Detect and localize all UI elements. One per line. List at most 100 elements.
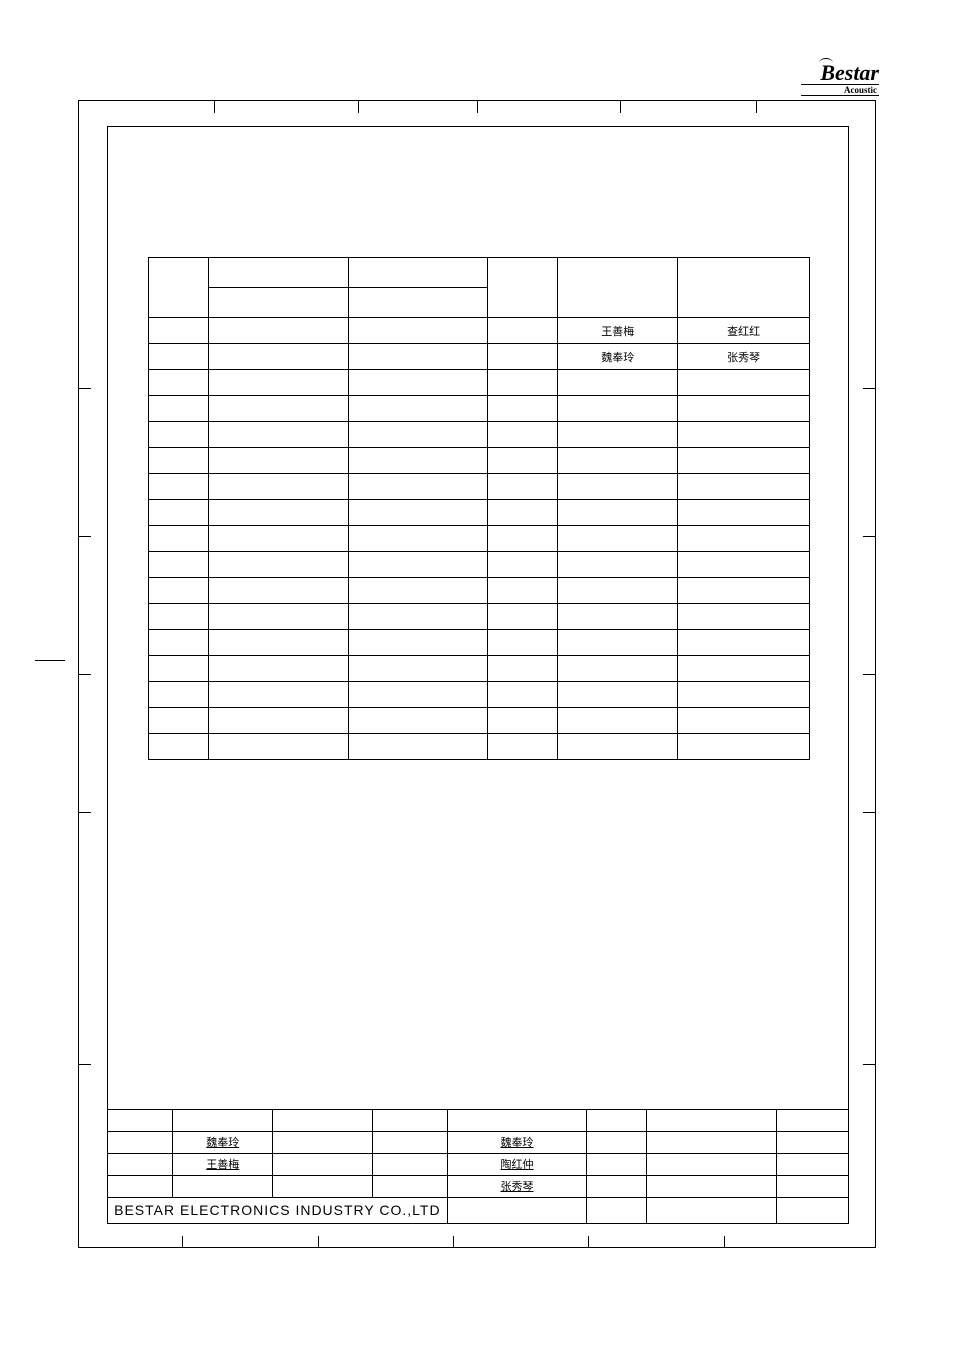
data-table: 王善梅查红红魏奉玲张秀琴 — [148, 257, 810, 760]
table-cell — [678, 370, 810, 396]
table-cell — [208, 604, 348, 630]
table-cell — [348, 318, 488, 344]
table-cell — [149, 526, 209, 552]
table-cell — [678, 708, 810, 734]
ruler-tick — [863, 388, 875, 389]
table-cell — [149, 318, 209, 344]
table-cell — [208, 552, 348, 578]
table-cell: 魏奉玲 — [558, 344, 678, 370]
table-cell: 王善梅 — [558, 318, 678, 344]
table-cell — [558, 630, 678, 656]
table-cell — [348, 682, 488, 708]
table-cell — [348, 500, 488, 526]
table-cell — [348, 578, 488, 604]
table-cell — [149, 578, 209, 604]
title-cell — [776, 1197, 848, 1223]
table-cell — [348, 422, 488, 448]
ruler-tick — [79, 388, 91, 389]
brand-logo: Bestar Acoustic — [801, 60, 879, 96]
title-cell — [273, 1131, 373, 1153]
title-cell — [587, 1109, 647, 1131]
table-cell — [678, 552, 810, 578]
table-cell — [558, 526, 678, 552]
table-cell — [558, 708, 678, 734]
table-cell — [348, 656, 488, 682]
signature-cell: 张秀琴 — [447, 1175, 587, 1197]
table-cell — [488, 708, 558, 734]
ruler-tick — [477, 101, 478, 113]
ruler-tick — [620, 101, 621, 113]
table-cell — [149, 448, 209, 474]
signature-cell — [173, 1175, 273, 1197]
table-cell — [488, 604, 558, 630]
ruler-tick — [863, 536, 875, 537]
table-cell — [208, 656, 348, 682]
margin-mark — [35, 660, 65, 661]
ruler-tick — [724, 1236, 725, 1248]
title-cell — [587, 1197, 647, 1223]
outer-top-ticks — [79, 101, 875, 113]
table-cell — [558, 500, 678, 526]
table-cell — [348, 258, 488, 288]
ruler-tick — [588, 1236, 589, 1248]
logo-arc — [819, 58, 833, 68]
title-cell — [108, 1131, 173, 1153]
table-cell — [149, 474, 209, 500]
title-cell — [273, 1153, 373, 1175]
table-cell — [488, 474, 558, 500]
title-cell — [372, 1131, 447, 1153]
table-cell — [488, 526, 558, 552]
table-cell — [678, 578, 810, 604]
bottom-ticks — [79, 1236, 875, 1248]
ruler-tick — [79, 812, 91, 813]
table-cell — [348, 396, 488, 422]
table-cell — [678, 474, 810, 500]
table-cell — [558, 682, 678, 708]
ruler-tick — [756, 101, 757, 113]
table-cell — [149, 708, 209, 734]
table-cell — [348, 552, 488, 578]
table-cell — [208, 526, 348, 552]
title-cell — [372, 1109, 447, 1131]
ruler-tick — [863, 1064, 875, 1065]
table-cell: 查红红 — [678, 318, 810, 344]
table-cell — [208, 474, 348, 500]
table-cell — [558, 474, 678, 500]
table-cell — [149, 500, 209, 526]
title-cell — [647, 1153, 777, 1175]
table-cell — [488, 422, 558, 448]
ruler-tick — [318, 1236, 319, 1248]
table-cell — [208, 682, 348, 708]
table-cell — [348, 370, 488, 396]
table-cell — [348, 526, 488, 552]
ruler-tick — [182, 1236, 183, 1248]
title-cell — [273, 1175, 373, 1197]
table-cell — [488, 578, 558, 604]
title-cell — [372, 1175, 447, 1197]
table-cell — [488, 448, 558, 474]
ruler-tick — [863, 674, 875, 675]
table-cell — [678, 682, 810, 708]
table-cell — [208, 422, 348, 448]
table-cell — [558, 734, 678, 760]
table-cell — [208, 396, 348, 422]
signature-cell — [447, 1109, 587, 1131]
title-cell — [108, 1175, 173, 1197]
table-cell — [348, 448, 488, 474]
table-cell — [488, 500, 558, 526]
table-cell — [488, 682, 558, 708]
table-cell — [149, 682, 209, 708]
signature-cell: 魏奉玲 — [173, 1131, 273, 1153]
table-cell — [488, 258, 558, 318]
table-cell — [488, 552, 558, 578]
table-cell — [678, 258, 810, 318]
table-cell — [488, 630, 558, 656]
table-cell — [208, 630, 348, 656]
table-cell — [558, 448, 678, 474]
ruler-tick — [358, 101, 359, 113]
table-cell — [488, 734, 558, 760]
title-cell — [647, 1175, 777, 1197]
table-cell — [558, 656, 678, 682]
outer-frame: 王善梅查红红魏奉玲张秀琴 魏奉玲魏奉玲王善梅陶红仲张秀琴BESTAR ELECT… — [78, 100, 876, 1248]
table-cell — [208, 708, 348, 734]
